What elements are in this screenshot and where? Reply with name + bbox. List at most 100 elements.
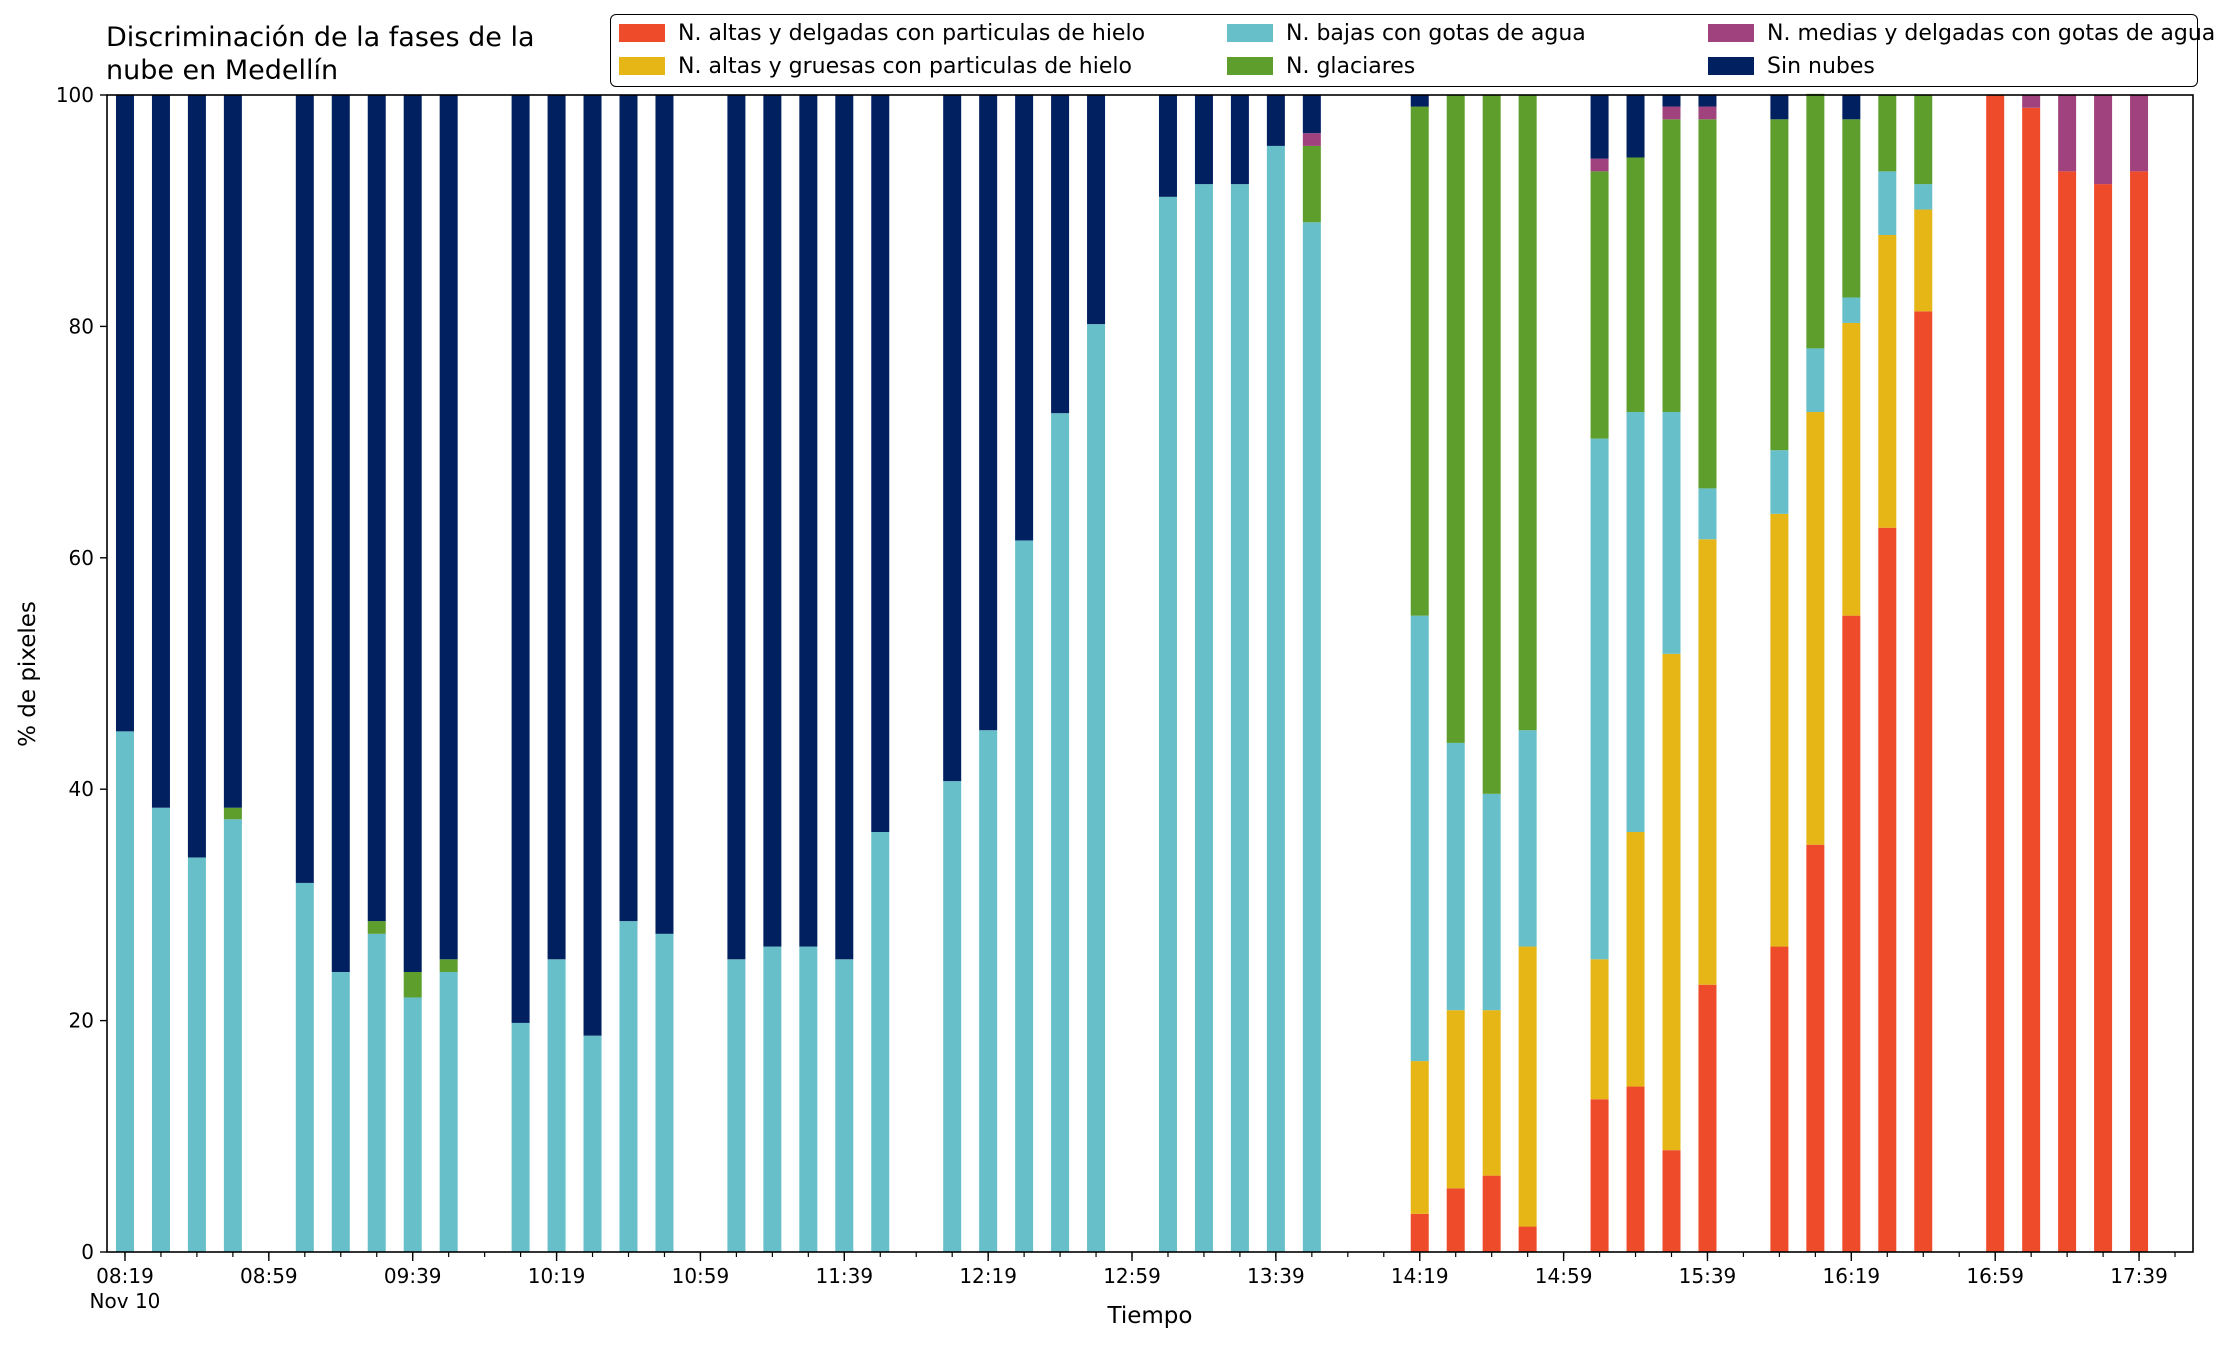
bar-segment-32-1 xyxy=(1518,946,1537,1227)
bar-segment-43-0 xyxy=(2022,107,2041,1253)
bar-segment-33-3 xyxy=(1590,171,1609,439)
bar-segment-4-5 xyxy=(295,95,314,883)
bar-segment-38-2 xyxy=(1806,348,1825,413)
bar-segment-11-2 xyxy=(583,1035,602,1252)
bar-segment-15-5 xyxy=(763,95,782,947)
bar-segment-24-5 xyxy=(1158,95,1177,197)
x-tick-label: 08:19 xyxy=(96,1264,154,1288)
bar-segment-17-5 xyxy=(835,95,854,960)
bar-segment-21-5 xyxy=(1015,95,1034,541)
bar-segment-36-2 xyxy=(1698,488,1717,540)
chart-title-line-1: Discriminación de la fases de la xyxy=(106,22,535,53)
bar-segment-0-2 xyxy=(115,731,134,1252)
bar-segment-40-1 xyxy=(1878,235,1897,528)
bar-segment-40-0 xyxy=(1878,527,1897,1252)
bar-segment-33-2 xyxy=(1590,438,1609,960)
bar-segment-12-2 xyxy=(619,921,638,1252)
bar-segment-45-4 xyxy=(2094,95,2113,185)
bar-segment-35-2 xyxy=(1662,412,1681,654)
bar-segment-35-0 xyxy=(1662,1150,1681,1252)
bar-segment-5-5 xyxy=(331,95,350,973)
bar-segment-43-4 xyxy=(2022,95,2041,108)
bar-segment-29-2 xyxy=(1410,615,1429,1062)
legend-label: Sin nubes xyxy=(1767,53,1875,79)
bar-segment-41-1 xyxy=(1914,209,1933,312)
bar-segment-37-3 xyxy=(1770,119,1789,451)
plot-frame xyxy=(106,94,2194,1253)
y-tick-label: 20 xyxy=(69,1009,94,1033)
bar-segment-9-5 xyxy=(511,95,530,1023)
bar-segment-30-3 xyxy=(1446,95,1465,743)
bar-segment-10-5 xyxy=(547,95,566,960)
bar-segment-1-5 xyxy=(151,95,170,808)
bar-segment-36-1 xyxy=(1698,539,1717,985)
bar-segment-20-5 xyxy=(979,95,998,731)
bar-segment-28-5 xyxy=(1302,95,1321,134)
bar-segment-29-0 xyxy=(1410,1213,1429,1252)
bar-segment-18-2 xyxy=(871,832,890,1252)
bar-segment-14-5 xyxy=(727,95,746,960)
legend-swatch xyxy=(619,57,665,75)
legend-swatch xyxy=(1227,57,1273,75)
x-tick-label: 14:19 xyxy=(1391,1264,1449,1288)
legend-swatch xyxy=(1708,57,1754,75)
x-tick-label: 10:59 xyxy=(672,1264,730,1288)
bar-segment-28-3 xyxy=(1302,145,1321,223)
bar-segment-3-3 xyxy=(223,807,242,820)
bar-segment-37-2 xyxy=(1770,450,1789,514)
x-tick-label: 15:39 xyxy=(1679,1264,1737,1288)
bar-segment-32-2 xyxy=(1518,730,1537,947)
bar-segment-39-3 xyxy=(1842,119,1861,298)
y-tick-label: 0 xyxy=(81,1240,94,1264)
bar-segment-7-5 xyxy=(403,95,422,973)
x-tick-label: 13:39 xyxy=(1247,1264,1305,1288)
legend-item-2: N. bajas con gotas de agua xyxy=(1227,19,1586,47)
legend-label: N. altas y gruesas con particulas de hie… xyxy=(678,53,1132,79)
y-tick-label: 100 xyxy=(56,83,94,107)
bar-segment-38-1 xyxy=(1806,412,1825,845)
bar-segment-41-2 xyxy=(1914,184,1933,210)
bar-segment-39-0 xyxy=(1842,615,1861,1252)
bar-segment-40-2 xyxy=(1878,171,1897,235)
bar-segment-27-5 xyxy=(1266,95,1285,146)
x-tick-label: 17:39 xyxy=(2110,1264,2168,1288)
bar-segment-46-0 xyxy=(2130,171,2149,1253)
legend: N. altas y delgadas con particulas de hi… xyxy=(610,14,2215,87)
bar-segment-8-2 xyxy=(439,972,458,1252)
bar-segment-33-0 xyxy=(1590,1099,1609,1252)
bar-segment-22-2 xyxy=(1051,413,1070,1252)
legend-label: N. altas y delgadas con particulas de hi… xyxy=(678,20,1146,46)
legend-swatch xyxy=(1708,24,1754,42)
bar-segment-31-1 xyxy=(1482,1010,1501,1176)
bar-segment-3-2 xyxy=(223,819,242,1252)
bar-segment-13-5 xyxy=(655,95,674,934)
bar-segment-25-2 xyxy=(1194,184,1213,1253)
legend-item-5: Sin nubes xyxy=(1708,52,1875,80)
legend-swatch xyxy=(619,24,665,42)
bar-segment-30-2 xyxy=(1446,742,1465,1011)
bar-segment-34-1 xyxy=(1626,832,1645,1087)
bar-segment-42-0 xyxy=(1986,95,2005,1252)
legend-label: N. medias y delgadas con gotas de agua xyxy=(1767,20,2216,46)
legend-item-3: N. glaciares xyxy=(1227,52,1415,80)
bar-segment-26-2 xyxy=(1230,184,1249,1253)
bar-segment-17-2 xyxy=(835,959,854,1252)
bar-segment-24-2 xyxy=(1158,196,1177,1252)
bar-segment-18-5 xyxy=(871,95,890,833)
bar-segment-10-2 xyxy=(547,959,566,1252)
bar-segment-44-4 xyxy=(2058,95,2077,172)
bar-segment-41-3 xyxy=(1914,95,1933,185)
bar-segment-3-5 xyxy=(223,95,242,808)
bar-segment-14-2 xyxy=(727,959,746,1252)
bar-segment-37-0 xyxy=(1770,946,1789,1252)
legend-swatch xyxy=(1227,24,1273,42)
x-tick-label: 12:19 xyxy=(959,1264,1017,1288)
bar-segment-28-4 xyxy=(1302,133,1321,146)
bar-segment-6-5 xyxy=(367,95,386,922)
bar-segment-2-5 xyxy=(187,95,206,858)
legend-label: N. glaciares xyxy=(1286,53,1416,79)
y-tick-label: 40 xyxy=(69,777,94,801)
bar-segment-33-4 xyxy=(1590,158,1609,172)
bar-segment-41-0 xyxy=(1914,311,1933,1252)
